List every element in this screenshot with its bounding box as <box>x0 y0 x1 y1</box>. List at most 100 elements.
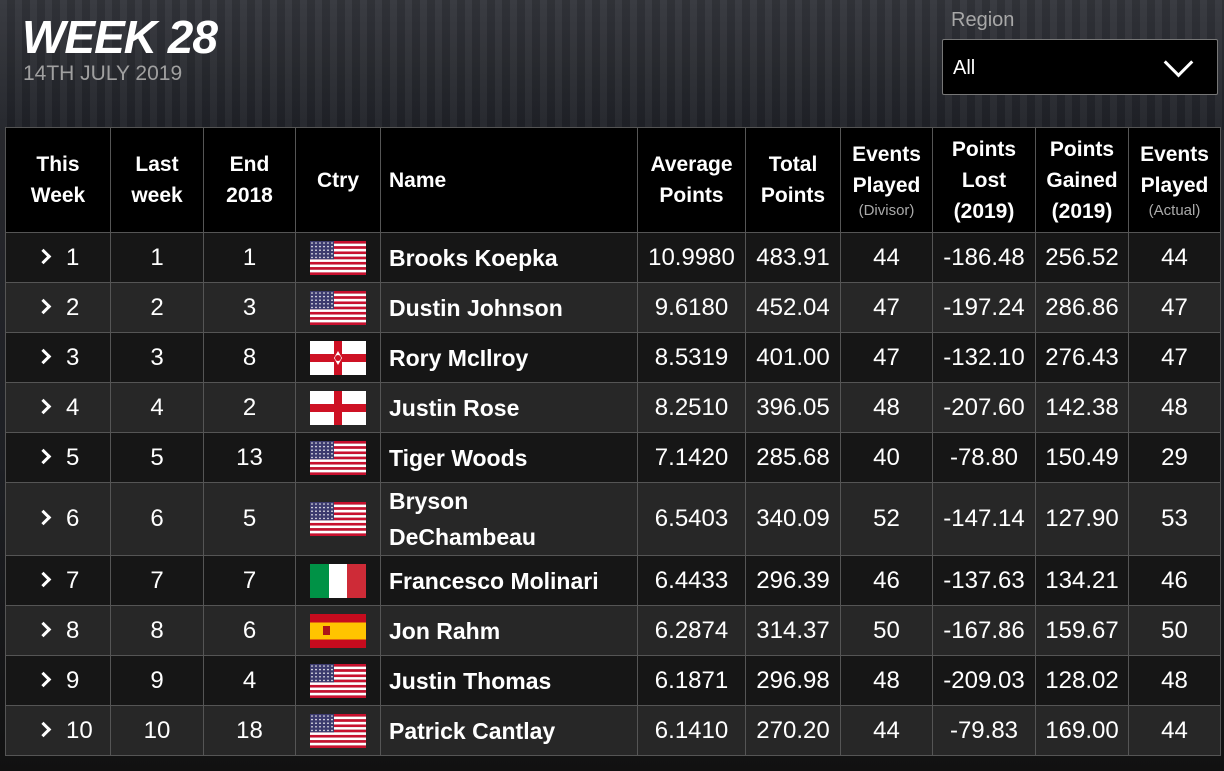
header-line: This <box>36 153 80 176</box>
cell-value: 8 <box>203 332 296 383</box>
cell-value: 44 <box>1128 705 1221 756</box>
cell-value: 44 <box>840 232 933 283</box>
country-flag <box>310 440 366 475</box>
cell-value: 5 <box>110 432 204 483</box>
column-header[interactable]: Average Points <box>637 127 746 233</box>
country-flag <box>310 340 366 375</box>
table-row[interactable]: 10 10 18 Patrick Cantlay 6.1410 270.20 44 -79.8… <box>5 705 1221 756</box>
header-line: Total <box>768 153 818 176</box>
cell-value: 48 <box>840 382 933 433</box>
column-header[interactable]: Points Lost (2019) <box>932 127 1036 233</box>
cell-value: -137.63 <box>932 555 1036 606</box>
player-name: Bryson DeChambeau <box>380 482 638 556</box>
column-header[interactable]: Events Played (Divisor) <box>840 127 933 233</box>
rank-cell: 8 <box>5 605 111 656</box>
cell-value: 4 <box>110 382 204 433</box>
column-header[interactable]: Total Points <box>745 127 841 233</box>
column-header[interactable]: Last week <box>110 127 204 233</box>
column-header[interactable]: This Week <box>5 127 111 233</box>
region-dropdown[interactable]: All <box>942 39 1218 95</box>
player-name: Justin Thomas <box>380 655 638 706</box>
header-line: Week <box>30 184 86 207</box>
column-header[interactable]: End 2018 <box>203 127 296 233</box>
column-header[interactable]: Events Played (Actual) <box>1128 127 1221 233</box>
cell-value: 270.20 <box>745 705 841 756</box>
cell-value: -209.03 <box>932 655 1036 706</box>
cell-value: 6.1871 <box>637 655 746 706</box>
table-row[interactable]: 3 3 8 Rory McIlroy 8.5319 401.00 47 -132.10 276.… <box>5 332 1221 383</box>
country-cell <box>295 232 381 283</box>
rank-cell: 9 <box>5 655 111 706</box>
header-line: Gained <box>1046 168 1118 192</box>
header-note: (Actual) <box>1148 202 1201 219</box>
cell-value: 44 <box>1128 232 1221 283</box>
rank: 9 <box>66 666 80 694</box>
column-header[interactable]: Name <box>380 127 638 233</box>
table-row[interactable]: 9 9 4 Justin Thomas 6.1871 296.98 48 -209.03 128… <box>5 655 1221 706</box>
cell-value: 3 <box>203 282 296 333</box>
cell-value: 50 <box>1128 605 1221 656</box>
country-cell <box>295 482 381 556</box>
cell-value: 134.21 <box>1035 555 1129 606</box>
cell-value: 396.05 <box>745 382 841 433</box>
header-line: Points <box>951 137 1017 161</box>
cell-value: 296.39 <box>745 555 841 606</box>
header-row: This Week Last week End 2018 Ctry Name Average Po… <box>5 127 1221 233</box>
cell-value: 3 <box>110 332 204 383</box>
cell-value: 8 <box>110 605 204 656</box>
country-flag <box>310 290 366 325</box>
cell-value: 1 <box>110 232 204 283</box>
cell-value: 53 <box>1128 482 1221 556</box>
expand-arrow <box>35 348 52 364</box>
column-header[interactable]: Ctry <box>295 127 381 233</box>
header-line: Events <box>1140 143 1209 166</box>
cell-value: 314.37 <box>745 605 841 656</box>
header-line: Last <box>135 153 179 176</box>
cell-value: 276.43 <box>1035 332 1129 383</box>
rank: 8 <box>66 616 80 644</box>
cell-value: 48 <box>1128 382 1221 433</box>
rank: 5 <box>66 443 80 471</box>
header-line: Points <box>760 184 826 207</box>
cell-value: 47 <box>840 282 933 333</box>
cell-value: -207.60 <box>932 382 1036 433</box>
cell-value: 40 <box>840 432 933 483</box>
table-row[interactable]: 1 1 1 Brooks Koepka 10.9980 483.91 44 -186.48 25… <box>5 232 1221 283</box>
cell-value: 452.04 <box>745 282 841 333</box>
table-row[interactable]: 6 6 5 Bryson DeChambeau 6.5403 340.09 52 -147.1… <box>5 482 1221 556</box>
country-cell <box>295 655 381 706</box>
country-cell <box>295 705 381 756</box>
cell-value: 18 <box>203 705 296 756</box>
dropdown-value: All <box>953 57 976 79</box>
country-cell <box>295 432 381 483</box>
header-line: Ctry <box>316 168 359 192</box>
cell-value: -167.86 <box>932 605 1036 656</box>
country-flag <box>310 390 366 425</box>
cell-value: 7 <box>110 555 204 606</box>
column-header[interactable]: Points Gained (2019) <box>1035 127 1129 233</box>
rank: 7 <box>66 566 80 594</box>
country-cell <box>295 555 381 606</box>
table-row[interactable]: 5 5 13 Tiger Woods 7.1420 285.68 40 -78.80 150.4… <box>5 432 1221 483</box>
cell-value: -78.80 <box>932 432 1036 483</box>
table-row[interactable]: 7 7 7 Francesco Molinari 6.4433 296.39 46 -137.… <box>5 555 1221 606</box>
table-row[interactable]: 2 2 3 Dustin Johnson 9.6180 452.04 47 -197.24 28… <box>5 282 1221 333</box>
rank-cell: 10 <box>5 705 111 756</box>
cell-value: 6.2874 <box>637 605 746 656</box>
cell-value: -197.24 <box>932 282 1036 333</box>
cell-value: 48 <box>840 655 933 706</box>
country-flag <box>310 240 366 275</box>
cell-value: 483.91 <box>745 232 841 283</box>
cell-value: -186.48 <box>932 232 1036 283</box>
header-line: Average <box>650 153 733 176</box>
table-row[interactable]: 4 4 2 Justin Rose 8.2510 396.05 48 -207.60 142.3… <box>5 382 1221 433</box>
header-line: Events <box>852 143 921 166</box>
cell-value: 6 <box>203 605 296 656</box>
country-cell <box>295 332 381 383</box>
table-row[interactable]: 8 8 6 Jon Rahm 6.2874 314.37 50 -167.86 159.67 50 <box>5 605 1221 656</box>
player-name: Patrick Cantlay <box>380 705 638 756</box>
rank-cell: 5 <box>5 432 111 483</box>
cell-value: 150.49 <box>1035 432 1129 483</box>
cell-value: 1 <box>203 232 296 283</box>
header-line: Played <box>1140 174 1209 197</box>
